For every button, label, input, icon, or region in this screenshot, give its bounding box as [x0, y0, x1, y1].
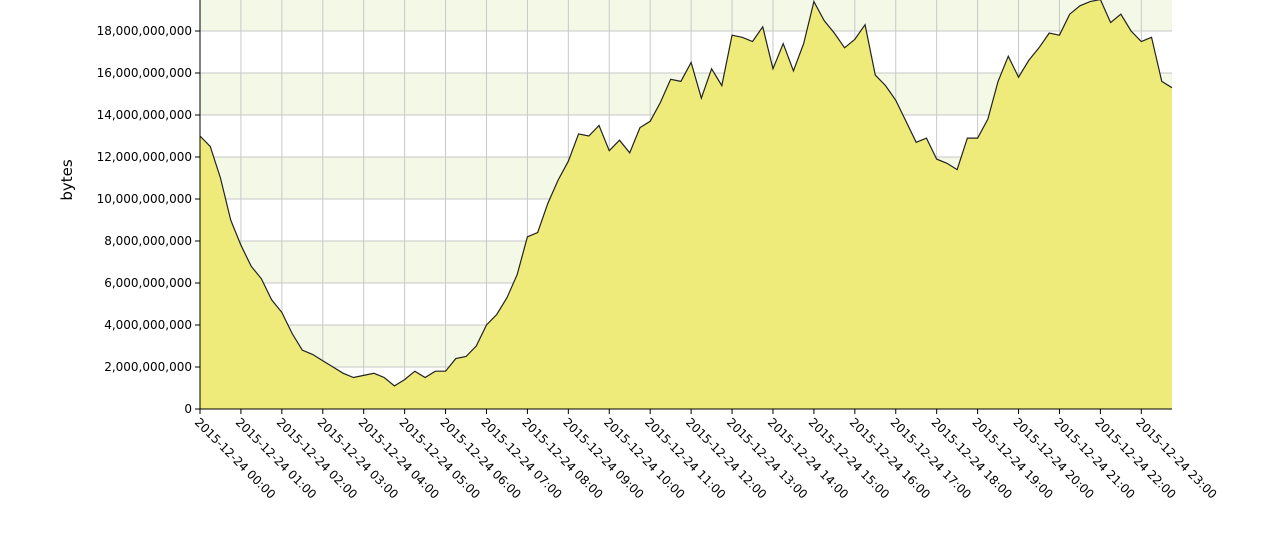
y-tick-label: 18,000,000,000: [97, 24, 192, 38]
y-tick-label: 8,000,000,000: [104, 234, 192, 248]
y-tick-label: 4,000,000,000: [104, 318, 192, 332]
x-tick-label: 2015-12-24 00:00: [192, 415, 278, 501]
grid-band: [200, 0, 1172, 31]
y-tick-label: 6,000,000,000: [104, 276, 192, 290]
y-tick-label: 10,000,000,000: [97, 192, 192, 206]
area-fill: [200, 0, 1172, 409]
y-tick-label: 12,000,000,000: [97, 150, 192, 164]
y-axis-label: bytes: [58, 159, 76, 201]
y-tick-label: 2,000,000,000: [104, 360, 192, 374]
y-tick-label: 16,000,000,000: [97, 66, 192, 80]
y-tick-label: 14,000,000,000: [97, 108, 192, 122]
y-tick-label: 0: [184, 402, 192, 416]
area-line: [199, 0, 1173, 387]
